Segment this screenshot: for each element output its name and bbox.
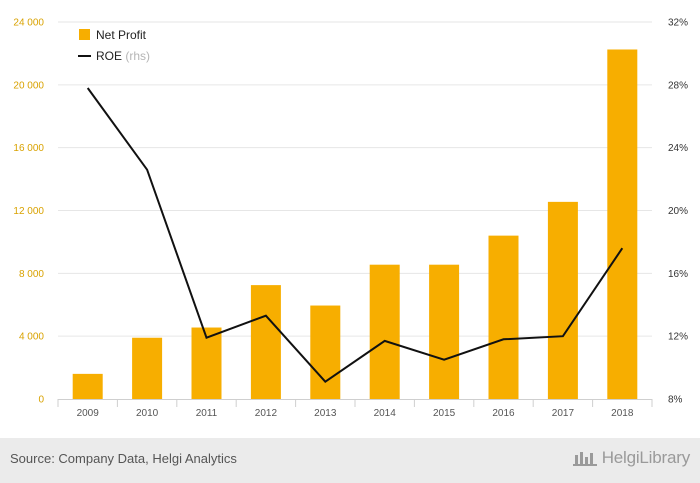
- x-tick-label: 2015: [433, 408, 456, 419]
- brand-name: HelgiLibrary: [601, 448, 691, 467]
- brand-logo[interactable]: HelgiLibrary: [572, 448, 690, 468]
- x-tick-label: 2018: [611, 408, 634, 419]
- y-right-tick-label: 12%: [668, 332, 688, 343]
- y-right-tick-label: 8%: [668, 395, 683, 406]
- y-left-tick-label: 24 000: [13, 18, 44, 29]
- x-tick-label: 2017: [552, 408, 575, 419]
- roe-line: [86, 87, 624, 384]
- y-right-tick-label: 32%: [668, 18, 688, 29]
- y-right-tick-label: 20%: [668, 206, 688, 217]
- source-note: Source: Company Data, Helgi Analytics: [10, 451, 237, 466]
- y-left-tick-label: 4 000: [19, 332, 44, 343]
- bar: [310, 305, 341, 399]
- bar: [191, 327, 222, 399]
- bar: [429, 264, 460, 399]
- y-left-tick-label: 16 000: [13, 143, 44, 154]
- y-left-tick-label: 20 000: [13, 80, 44, 91]
- bar: [250, 285, 281, 399]
- x-tick-label: 2011: [196, 408, 218, 419]
- bar: [607, 49, 638, 399]
- bar: [132, 337, 163, 399]
- x-tick-label: 2012: [255, 408, 278, 419]
- y-right-tick-label: 16%: [668, 269, 688, 280]
- legend-swatch-net-profit: [79, 29, 90, 40]
- legend-label-net-profit: Net Profit: [96, 28, 147, 42]
- library-icon: [572, 452, 597, 466]
- x-tick-label: 2009: [77, 408, 100, 419]
- bar: [72, 373, 103, 399]
- bar: [369, 264, 400, 399]
- y-right-tick-label: 28%: [668, 80, 688, 91]
- y-left-tick-label: 8 000: [19, 269, 44, 280]
- bar: [488, 235, 519, 399]
- chart-canvas: 0 8% 4 000 12% 8 000 16% 12 000 20% 16 000 24% 20 …: [13, 18, 688, 420]
- x-tick-label: 2013: [314, 408, 337, 419]
- legend-label-roe: ROE (rhs): [96, 49, 150, 63]
- x-tick-label: 2016: [492, 408, 515, 419]
- footer: [0, 438, 700, 483]
- x-tick-label: 2010: [136, 408, 159, 419]
- bar: [547, 201, 578, 399]
- x-tick-label: 2014: [374, 408, 397, 419]
- y-left-tick-label: 0: [38, 395, 44, 406]
- y-left-tick-label: 12 000: [13, 206, 44, 217]
- y-right-tick-label: 24%: [668, 143, 688, 154]
